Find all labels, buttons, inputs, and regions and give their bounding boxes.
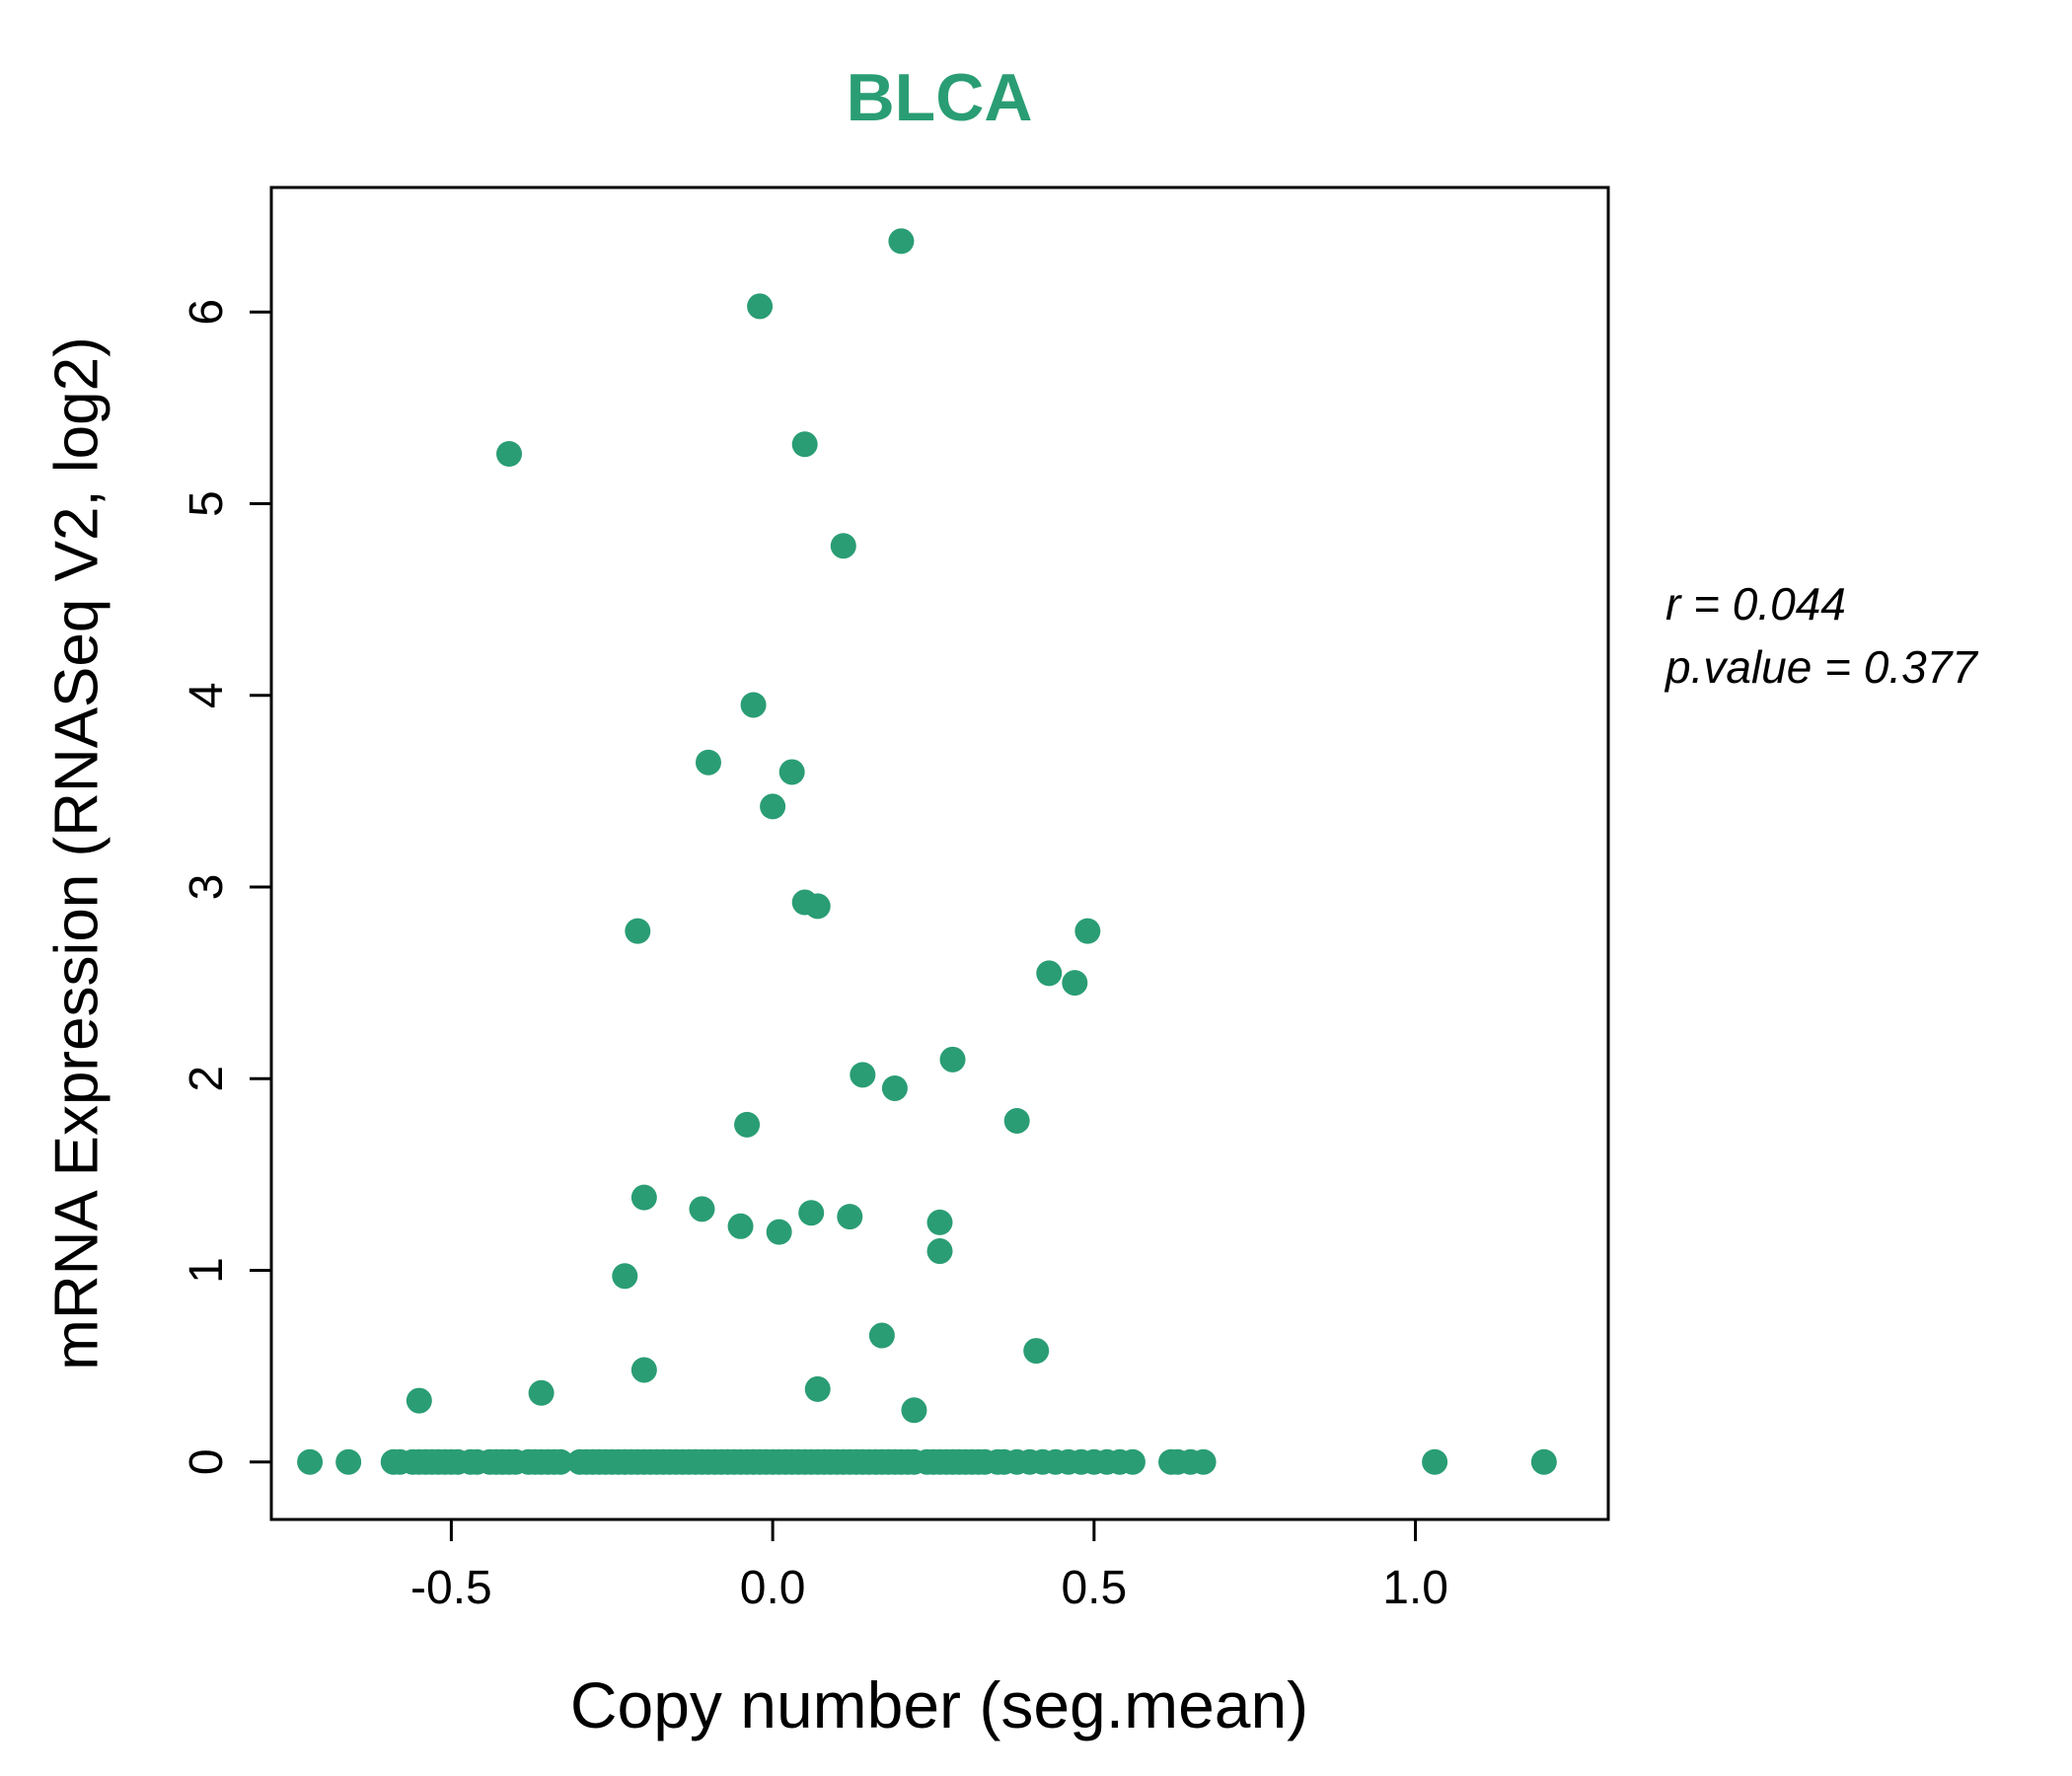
data-point	[740, 692, 767, 718]
x-tick-label: 1.0	[1382, 1562, 1448, 1614]
x-tick-label: 0.0	[740, 1562, 806, 1614]
data-point	[689, 1196, 715, 1222]
data-point	[804, 1375, 831, 1402]
x-tick-label: -0.5	[410, 1562, 492, 1614]
data-point	[1190, 1448, 1217, 1475]
data-point	[791, 431, 818, 458]
y-tick-label: 5	[181, 490, 233, 517]
data-point	[335, 1448, 362, 1475]
data-point	[1074, 918, 1101, 944]
r-value-text: r = 0.044	[1665, 578, 1846, 629]
data-point	[881, 1074, 908, 1101]
data-point	[630, 1184, 657, 1211]
data-point	[297, 1448, 324, 1475]
data-point	[798, 1200, 825, 1226]
x-tick-label: 0.5	[1061, 1562, 1127, 1614]
data-point	[1422, 1448, 1448, 1475]
data-point	[528, 1379, 555, 1406]
data-point	[625, 918, 651, 944]
y-axis-label: mRNA Expression (RNASeq V2, log2)	[42, 336, 111, 1370]
data-point	[804, 893, 831, 920]
y-tick-label: 1	[181, 1257, 233, 1284]
data-point	[760, 793, 786, 820]
plot-border	[269, 185, 1610, 1521]
data-point	[837, 1204, 863, 1230]
data-point	[830, 533, 856, 559]
data-point	[926, 1238, 953, 1265]
data-point	[1003, 1107, 1030, 1134]
data-point	[1530, 1448, 1557, 1475]
data-point	[850, 1062, 876, 1088]
y-tick-label: 6	[181, 299, 233, 326]
data-point	[1062, 970, 1088, 997]
data-point	[630, 1357, 657, 1383]
y-tick-label: 3	[181, 874, 233, 901]
data-point	[778, 759, 805, 785]
data-point	[727, 1213, 754, 1239]
data-point	[695, 749, 721, 776]
data-point	[734, 1111, 761, 1138]
data-point	[496, 441, 523, 467]
data-point	[747, 293, 774, 320]
data-point	[901, 1397, 927, 1424]
data-point	[926, 1209, 953, 1235]
data-point	[548, 1448, 574, 1475]
data-point	[1023, 1338, 1050, 1365]
data-point	[1036, 960, 1063, 987]
data-point	[1119, 1448, 1146, 1475]
data-point	[612, 1263, 638, 1290]
y-tick-label: 4	[181, 682, 233, 708]
data-point	[406, 1387, 432, 1414]
data-point	[868, 1322, 895, 1349]
y-tick-label: 0	[181, 1448, 233, 1475]
data-point	[939, 1046, 966, 1073]
p-value-text: p.value = 0.377	[1665, 641, 1977, 694]
x-axis-label: Copy number (seg.mean)	[569, 1668, 1309, 1741]
data-point	[766, 1219, 792, 1245]
y-tick-label: 2	[181, 1066, 233, 1092]
chart-title: BLCA	[846, 60, 1033, 135]
data-point	[888, 228, 915, 255]
correlation-annotation: r = 0.044 p.value = 0.377	[1665, 572, 1977, 700]
